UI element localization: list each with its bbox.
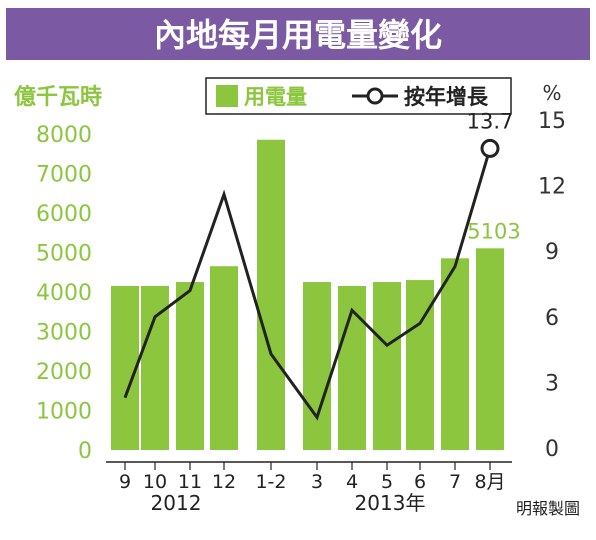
y-left-tick-label: 6000 (36, 202, 92, 227)
y-right-tick-label: 9 (545, 240, 559, 265)
bar-用電量 (111, 285, 139, 450)
x-tick-label: 7 (449, 471, 461, 493)
line-layer (123, 138, 500, 421)
axes-layer: 0 1000 2000 3000 4000 5000 6000 7000 8000 0 3 6 9 12 1… (36, 109, 566, 493)
legend-line-label: 按年增長 (404, 85, 489, 109)
legend-line-marker (366, 87, 384, 105)
bar-用電量 (141, 285, 169, 450)
x-tick-label: 3 (311, 471, 323, 493)
legend-bar-swatch (216, 85, 238, 107)
line-data-label: 13.7 (467, 109, 514, 133)
line-point-marker (480, 138, 500, 158)
line-growth (123, 148, 492, 421)
x-tick-label: 9 (119, 471, 131, 493)
bar-用電量 (303, 282, 331, 450)
y-right-tick-label: 3 (545, 371, 559, 396)
labels-layer: 5103 13.7 (467, 109, 521, 243)
x-tick-label: 1-2 (255, 471, 286, 493)
y-right-tick-label: 15 (538, 109, 566, 134)
source-credit: 明報製圖 (516, 499, 580, 518)
x-tick-label: 12 (212, 471, 236, 493)
year-label-2012: 2012 (151, 491, 202, 515)
y-left-tick-label: 3000 (36, 320, 92, 345)
bar-用電量 (257, 139, 285, 450)
x-tick-label: 10 (143, 471, 167, 493)
y-right-tick-label: 0 (545, 437, 559, 462)
bar-用電量 (373, 282, 401, 450)
bar-data-label: 5103 (467, 219, 520, 243)
y-left-tick-label: 4000 (36, 281, 92, 306)
legend: 用電量 按年增長 (205, 77, 512, 115)
y-right-tick-label: 6 (545, 306, 559, 331)
y-left-tick-label: 8000 (36, 123, 92, 148)
x-tick-label: 6 (414, 471, 426, 493)
bar-用電量 (210, 266, 238, 450)
y-left-tick-label: 5000 (36, 241, 92, 266)
bar-用電量 (476, 248, 504, 450)
x-tick-label: 5 (381, 471, 393, 493)
bar-用電量 (441, 258, 469, 450)
title-banner (6, 8, 590, 60)
x-tick-label: 4 (346, 471, 358, 493)
left-axis-unit: 億千瓦時 (14, 84, 102, 110)
chart-title: 內地每月用電量變化 (154, 16, 442, 54)
bar-用電量 (176, 282, 204, 450)
x-tick-label: 8月 (474, 471, 505, 493)
x-tick-label: 11 (178, 471, 202, 493)
y-left-tick-label: 1000 (36, 399, 92, 424)
y-left-tick-label: 0 (78, 439, 92, 464)
y-right-tick-label: 12 (538, 175, 566, 200)
right-axis-unit: % (542, 81, 561, 105)
y-left-tick-label: 2000 (36, 360, 92, 385)
y-left-tick-label: 7000 (36, 162, 92, 187)
legend-bar-label: 用電量 (244, 85, 307, 109)
year-label-2013: 2013年 (355, 491, 426, 515)
